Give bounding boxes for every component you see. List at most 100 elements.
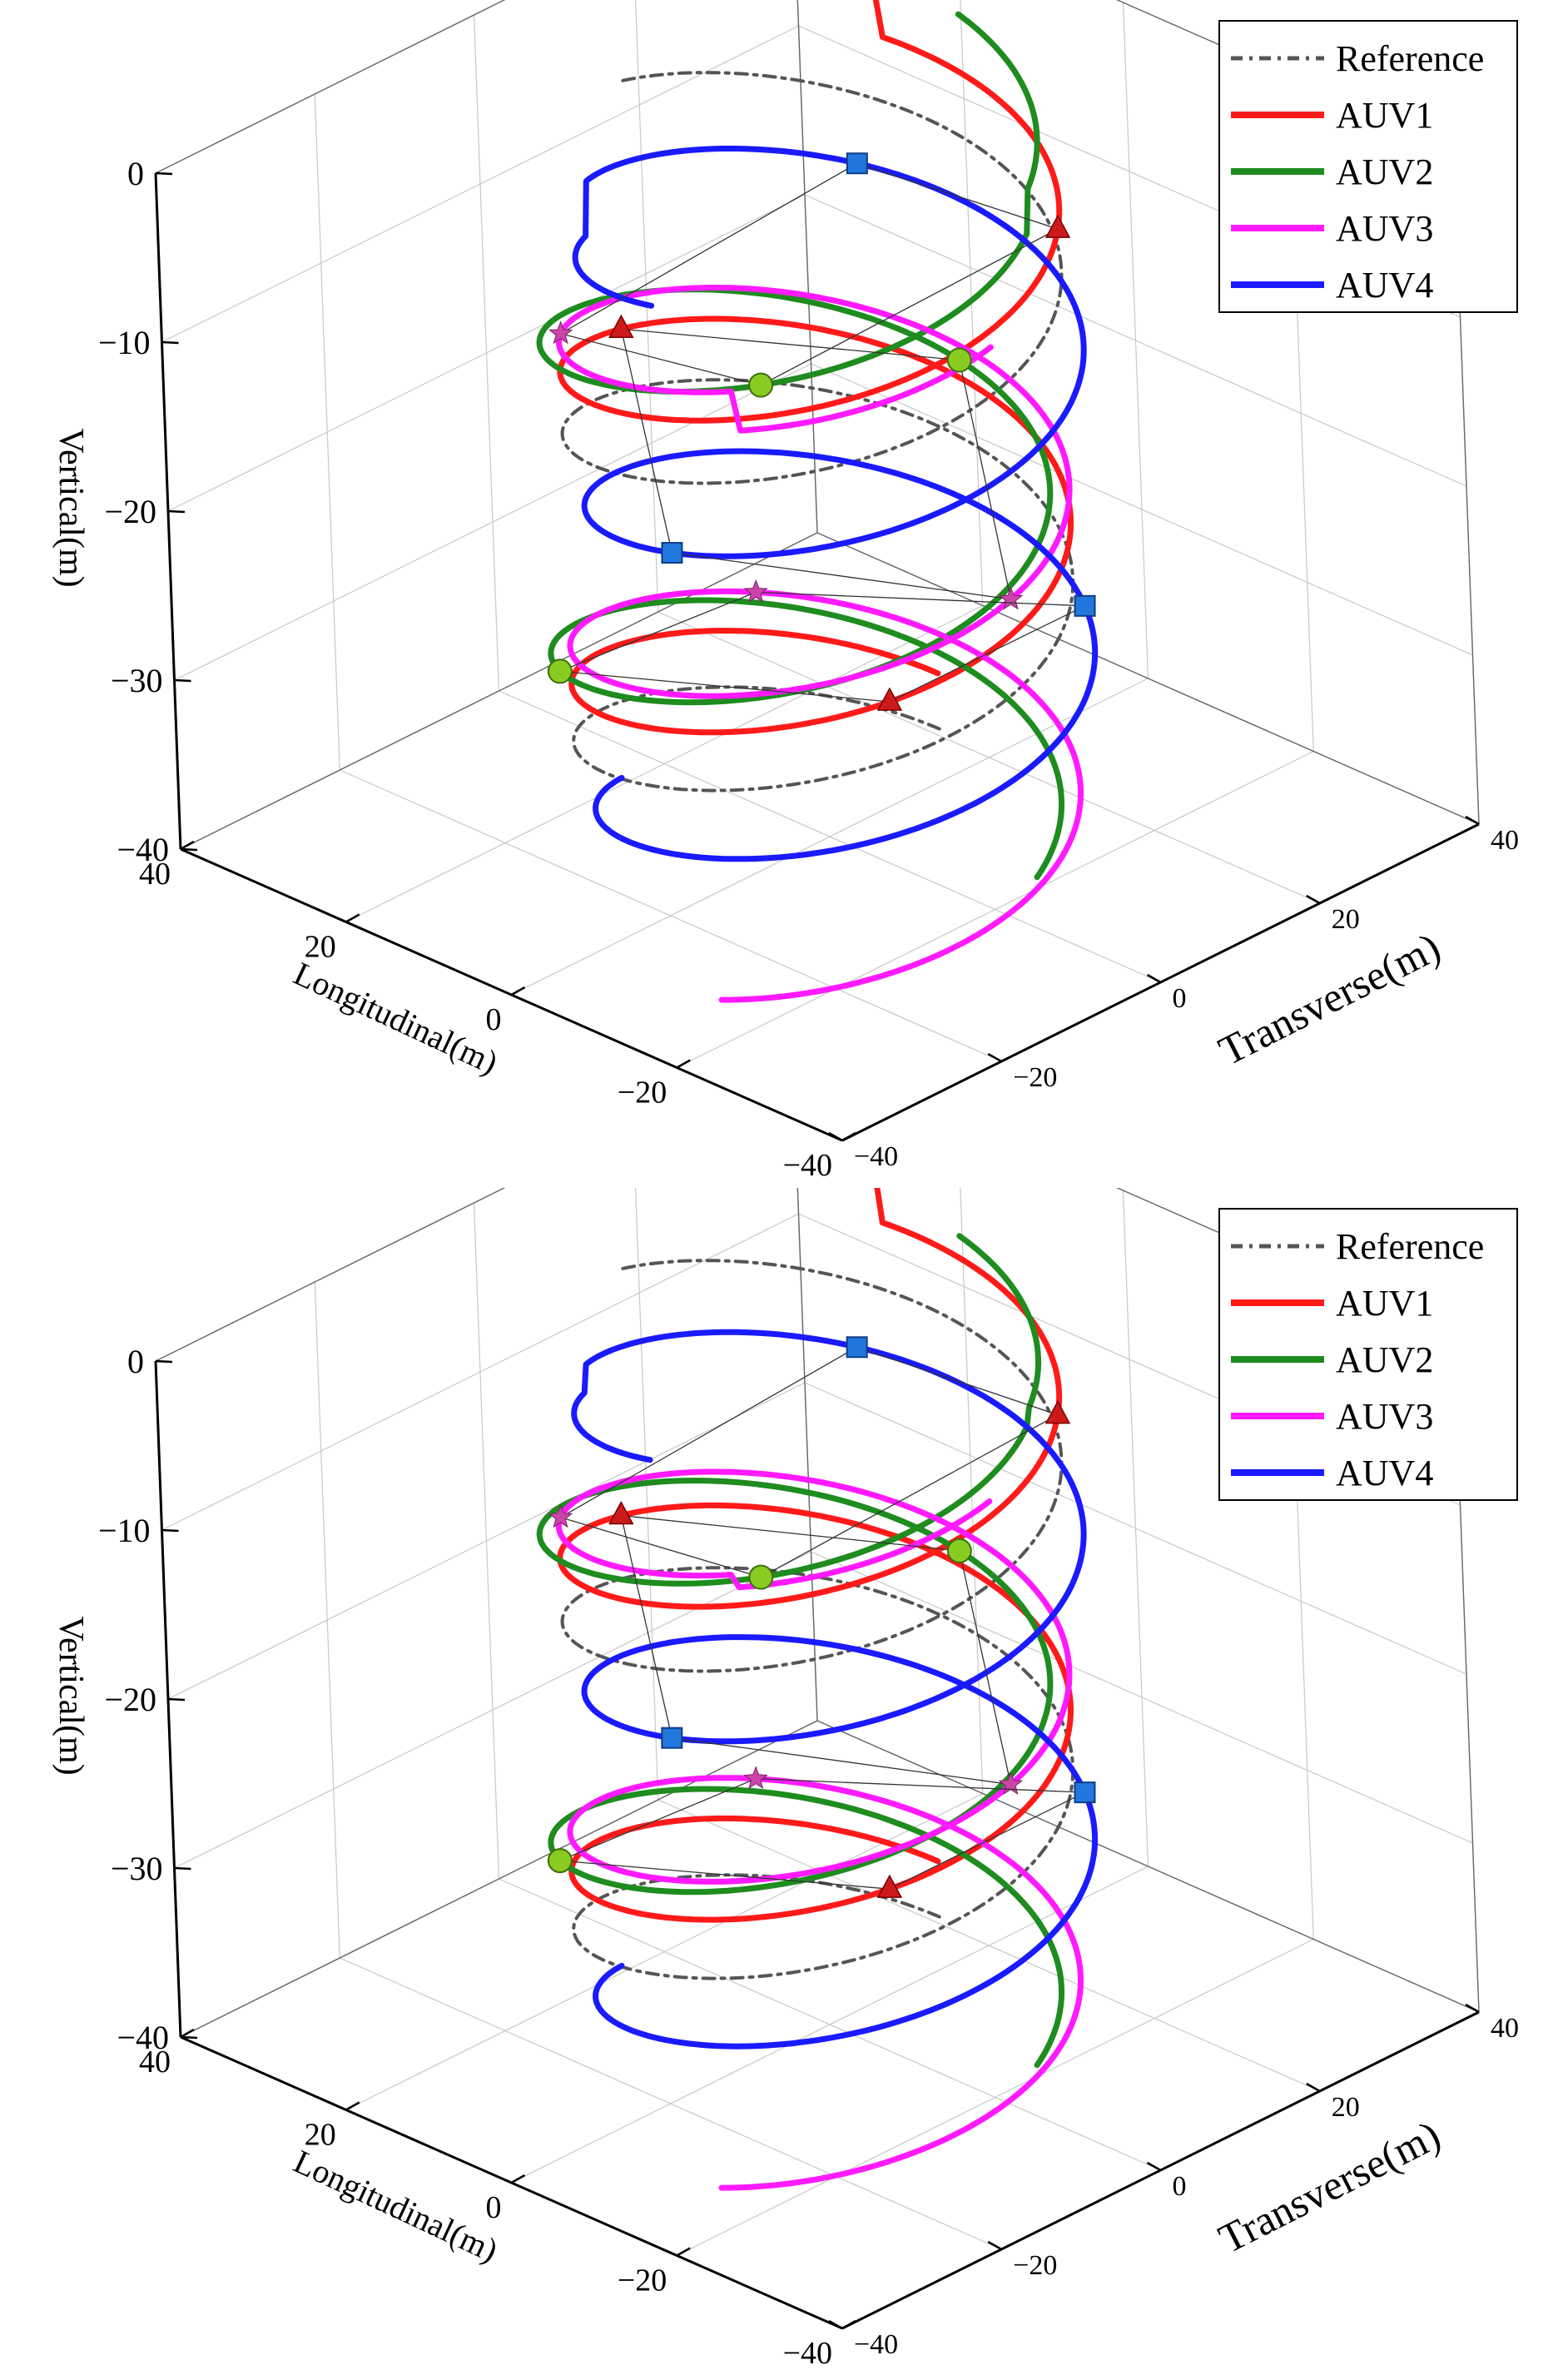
grid-line [804, 1382, 1467, 1675]
y-tick [1306, 894, 1321, 905]
grid-line [340, 769, 1002, 1062]
formation-link [559, 1860, 890, 1890]
x-axis-label: Longitudinal(m) [288, 2143, 504, 2270]
marker-auv2 [946, 347, 972, 373]
marker-auv3 [998, 586, 1024, 610]
y-tick-label: 20 [1332, 2092, 1360, 2123]
z-tick-label: 0 [127, 155, 144, 192]
marker-auv2 [748, 1564, 774, 1590]
grid-line [804, 194, 1467, 487]
legend-label: AUV1 [1336, 95, 1433, 136]
formation-link [621, 328, 960, 361]
y-axis-label: Transverse(m) [1211, 923, 1447, 1074]
z-tick [155, 171, 173, 176]
legend-box [1218, 1208, 1518, 1501]
y-tick-label: −40 [854, 2329, 898, 2360]
formation-link [621, 1514, 960, 1552]
marker-auv4 [846, 152, 868, 175]
x-axis-label: Longitudinal(m) [288, 955, 504, 1082]
z-tick-label: −10 [98, 324, 151, 361]
marker-auv1 [876, 1874, 903, 1898]
grid-line [167, 1382, 806, 1700]
box-edge [816, 532, 1480, 825]
trajectories-top [536, 0, 1099, 1003]
z-tick [167, 1697, 186, 1702]
marker-auv2 [748, 372, 774, 398]
marker-auv1 [1044, 1399, 1071, 1424]
z-tick [180, 847, 198, 852]
markers-top [547, 152, 1096, 711]
box-edge [180, 1720, 818, 2038]
series-line-auv1 [557, 1119, 1074, 1923]
y-tick [1465, 2003, 1480, 2014]
series-line-auv3 [555, 1468, 1084, 2191]
legend-label: Reference [1336, 1226, 1484, 1267]
x-tick-label: −40 [783, 2336, 832, 2371]
legend-top: Reference AUV1 AUV2 AUV3 AUV4 [1218, 20, 1518, 313]
series-line-auv2 [536, 11, 1064, 881]
formation-link [560, 333, 762, 386]
marker-auv2 [547, 1848, 573, 1874]
x-tick [180, 840, 195, 851]
z-tick [155, 1359, 173, 1364]
formation-link [672, 1737, 1011, 1786]
x-tick [841, 1131, 856, 1142]
marker-auv4 [1074, 594, 1096, 617]
marker-auv4 [846, 1336, 868, 1359]
z-tick [161, 1528, 179, 1533]
grid-line [633, 1123, 659, 1801]
y-tick [1306, 2082, 1321, 2093]
grid-line [161, 1213, 799, 1531]
x-tick [180, 2028, 195, 2039]
x-tick [676, 1059, 691, 1069]
z-tick-label: −20 [104, 493, 156, 530]
grid-line [811, 363, 1473, 656]
x-tick-label: 40 [139, 2045, 171, 2079]
marker-auv3 [743, 1766, 768, 1790]
z-tick [167, 509, 186, 514]
formation-link [560, 1346, 857, 1518]
y-tick [828, 2319, 843, 2330]
x-tick-label: 40 [139, 857, 171, 892]
legend-label: AUV3 [1336, 1396, 1433, 1437]
marker-auv2 [946, 1538, 972, 1563]
marker-auv4 [661, 1727, 683, 1749]
y-tick [1146, 2161, 1162, 2172]
formation-link [756, 1778, 1085, 1793]
z-axis-label: Vertical(m) [52, 1616, 90, 1775]
formation-link [620, 1515, 672, 1738]
y-tick [1146, 973, 1162, 984]
formation-link [959, 1550, 1012, 1785]
z-tick-label: −30 [111, 662, 163, 699]
legend-bottom: Reference AUV1 AUV2 AUV3 AUV4 [1218, 1208, 1518, 1501]
z-tick [161, 340, 179, 345]
formation-link [889, 1791, 1085, 1890]
box-edge [155, 0, 506, 174]
x-tick-label: −20 [618, 1076, 667, 1111]
box-edge [816, 1720, 1480, 2013]
y-tick [987, 1052, 1002, 1063]
marker-auv2 [547, 658, 573, 684]
y-tick [987, 2240, 1002, 2251]
formation-link [856, 162, 1059, 230]
marker-auv3 [548, 1504, 573, 1528]
marker-auv1 [608, 1500, 634, 1525]
chart-svg-bottom: Vertical(m) Longitudinal(m) Transverse(m… [52, 1044, 1519, 2371]
formation-link [560, 1517, 762, 1578]
grid-line [499, 690, 1161, 983]
formation-link [559, 670, 890, 703]
y-tick [1465, 815, 1480, 826]
chart-panel-bottom: Vertical(m) Longitudinal(m) Transverse(m… [0, 1044, 1558, 2376]
y-tick-label: −20 [1013, 1062, 1057, 1093]
y-tick-label: 40 [1491, 2013, 1519, 2044]
series-line-auv4 [571, 1329, 1099, 2050]
z-tick [174, 1866, 191, 1871]
z-tick-label: −20 [104, 1681, 156, 1718]
z-tick-label: −30 [111, 1850, 163, 1887]
y-tick-label: 20 [1332, 904, 1360, 935]
series-line-auv1 [557, 0, 1074, 736]
z-axis-label: Vertical(m) [52, 428, 90, 587]
formation-link [856, 1346, 1059, 1416]
legend-label: AUV1 [1336, 1283, 1433, 1324]
x-tick-label: 0 [486, 1002, 502, 1037]
